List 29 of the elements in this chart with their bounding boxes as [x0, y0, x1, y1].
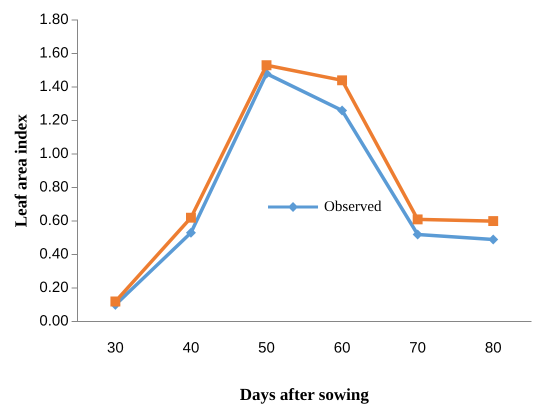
- x-tick-label: 70: [409, 340, 426, 357]
- x-tick-label: 50: [258, 340, 275, 357]
- y-tick-label: 0.20: [39, 279, 69, 296]
- y-tick-label: 0.00: [39, 312, 69, 330]
- point: [337, 105, 348, 116]
- y-tick-label: 1.80: [39, 11, 69, 28]
- y-tick-label: 1.00: [39, 145, 69, 162]
- x-axis-title: Days after sowing: [240, 385, 370, 404]
- point: [412, 229, 423, 240]
- point: [110, 296, 120, 306]
- legend-label: Observed: [324, 198, 382, 215]
- y-tick-label: 1.60: [39, 44, 69, 62]
- y-tick-label: 0.80: [39, 178, 69, 196]
- point: [186, 228, 196, 238]
- x-tick-label: 40: [182, 340, 200, 357]
- y-tick-label: 0.60: [39, 212, 69, 230]
- point: [488, 216, 498, 226]
- x-tick-label: 80: [484, 340, 502, 357]
- x-tick-label: 60: [334, 340, 350, 357]
- point: [186, 212, 196, 223]
- y-tick-label: 1.40: [39, 78, 69, 96]
- y-tick-label: 1.20: [39, 112, 69, 129]
- y-axis-title: Leaf area index: [12, 114, 31, 228]
- point: [337, 75, 348, 86]
- point: [488, 234, 498, 244]
- point: [262, 60, 272, 70]
- y-tick-label: 0.40: [39, 246, 69, 263]
- point: [412, 214, 423, 224]
- x-tick-label: 30: [107, 340, 124, 357]
